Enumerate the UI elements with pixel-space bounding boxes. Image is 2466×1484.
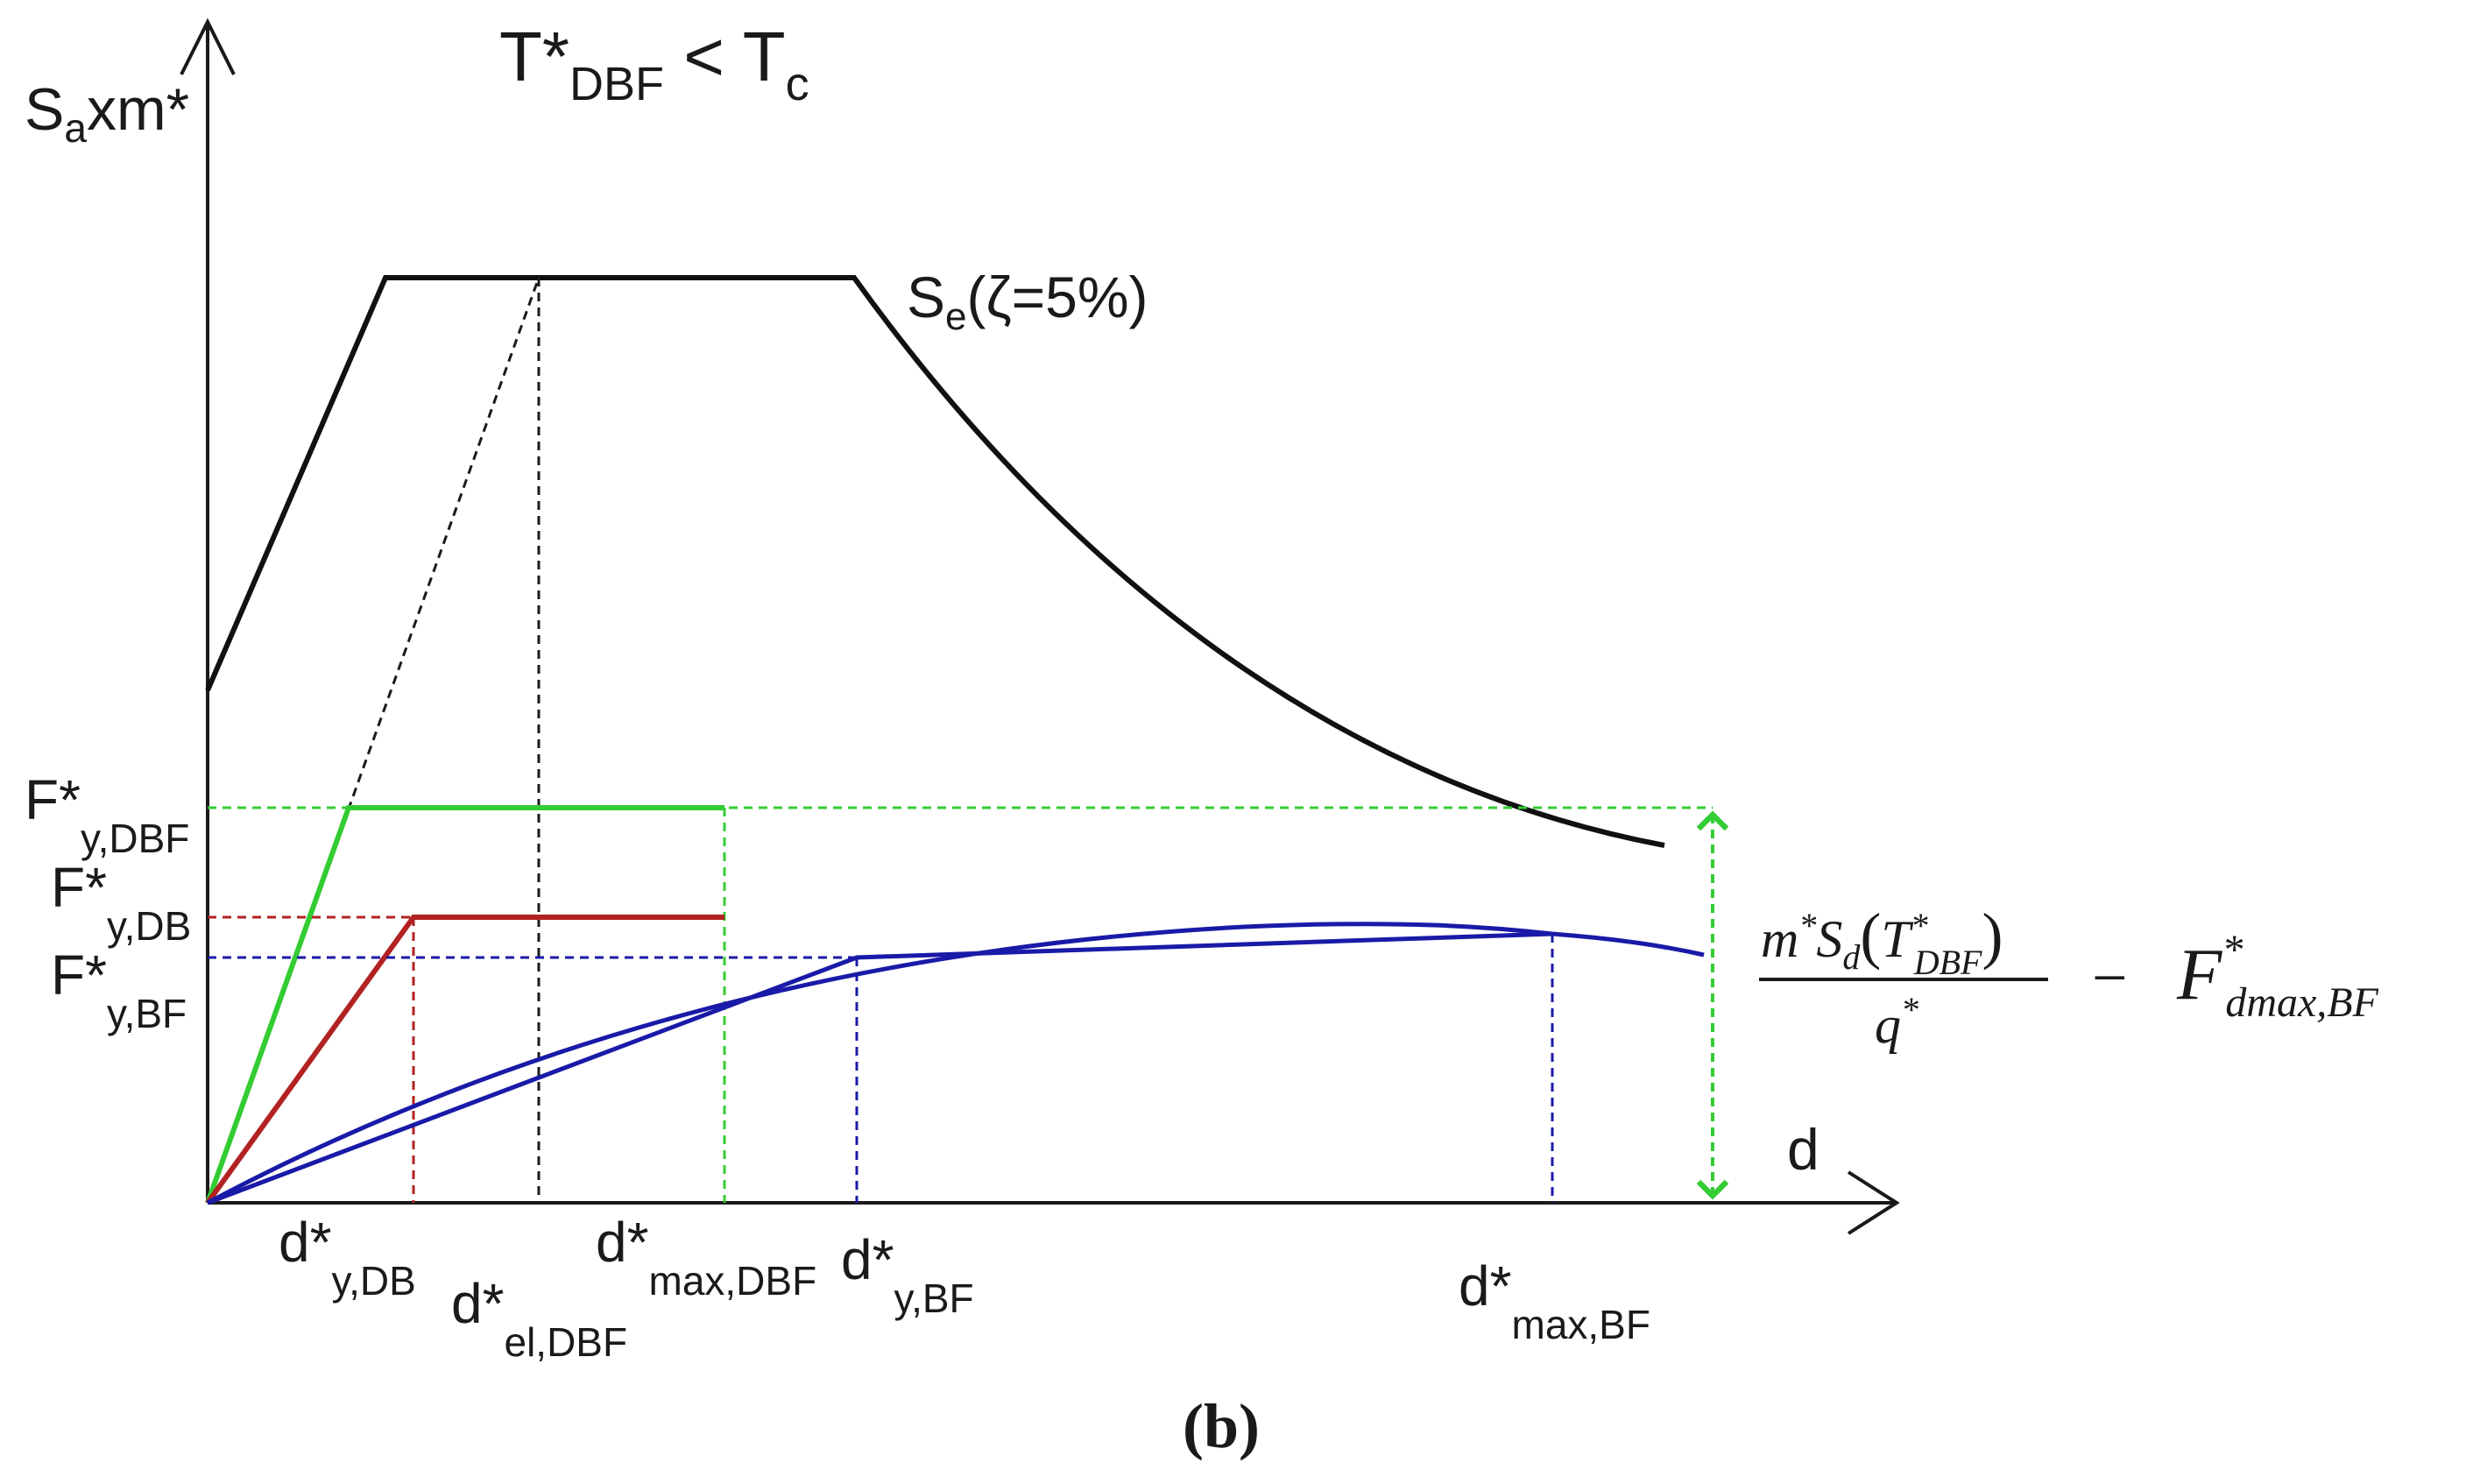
formula: m*Sd(T* DBF) q* − F* dmax,BF	[1759, 901, 2379, 1054]
panel-label: (b)	[1183, 1391, 1260, 1461]
d-max-dbf-label: d*max,DBF	[596, 1211, 816, 1304]
chart-title: T*DBF < Tc	[499, 18, 809, 110]
d-max-bf-label: d*max,BF	[1459, 1254, 1650, 1347]
formula-numerator: m*Sd(T* DBF)	[1761, 901, 2003, 982]
d-y-bf-label: d*y,BF	[841, 1228, 974, 1321]
x-axis-label: d	[1787, 1117, 1819, 1182]
db-bilinear-curve	[205, 915, 724, 1205]
y-axis-arrowhead	[180, 18, 236, 75]
formula-minus: −	[2092, 943, 2128, 1013]
elastic-spectrum-curve	[205, 275, 1665, 848]
f-y-db-label: F*y,DB	[51, 856, 191, 949]
y-axis-label: Saxm*	[25, 76, 189, 151]
dbf-bilinear-curve	[205, 805, 724, 1205]
formula-denominator: q*	[1875, 990, 1918, 1054]
f-y-bf-label: F*y,BF	[51, 943, 187, 1036]
f-y-dbf-label: F*y,DBF	[25, 768, 189, 861]
x-axis-arrowhead	[1847, 1170, 1900, 1235]
formula-f-dmax-bf: F* dmax,BF	[2176, 927, 2379, 1026]
axes	[180, 18, 1900, 1235]
spectrum-label: Se(ζ=5%)	[907, 265, 1148, 338]
d-el-dbf-label: d*el,DBF	[451, 1272, 627, 1365]
d-y-db-label: d*y,DB	[279, 1211, 416, 1304]
bf-capacity-curve	[206, 922, 1705, 1205]
bf-bilinear-curve	[207, 931, 1553, 1205]
